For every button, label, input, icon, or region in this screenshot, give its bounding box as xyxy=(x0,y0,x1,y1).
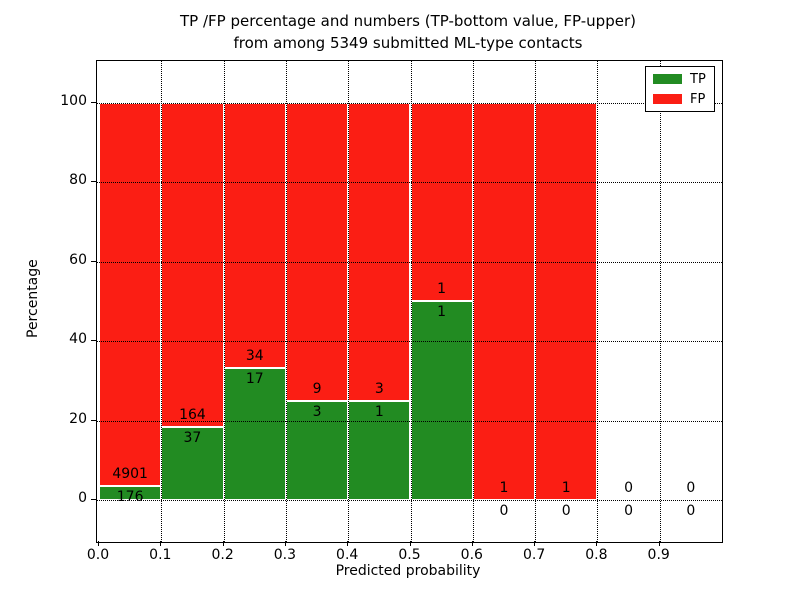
tp-count-label: 176 xyxy=(116,489,144,506)
y-tick-label: 40 xyxy=(69,331,87,347)
plot-area: 4901 176 164 37 34 17 9 3 3 1 1 1 1 0 1 0 0 0 0 0 xyxy=(96,60,723,543)
legend-label-fp: FP xyxy=(690,91,706,107)
tp-bar xyxy=(285,400,349,500)
y-tick-label: 100 xyxy=(60,92,87,109)
x-tick-label: 0.8 xyxy=(585,547,608,563)
tp-bar xyxy=(410,301,473,500)
tp-count-label: 0 xyxy=(561,503,571,519)
fp-bar xyxy=(472,102,536,500)
fp-count-label: 3 xyxy=(374,380,384,397)
horizontal-gridline xyxy=(97,420,722,422)
horizontal-gridline xyxy=(97,341,722,342)
y-tick xyxy=(91,340,96,341)
vertical-gridline xyxy=(472,61,474,542)
vertical-gridline xyxy=(410,61,412,542)
y-axis-label: Percentage xyxy=(25,259,41,338)
y-tick xyxy=(91,181,96,182)
fp-count-label: 0 xyxy=(686,480,696,496)
x-tick-label: 0.3 xyxy=(273,547,297,563)
x-tick xyxy=(409,541,411,546)
x-tick-label: 0.2 xyxy=(211,547,234,563)
fp-count-label: 164 xyxy=(179,406,206,423)
fp-bar xyxy=(410,102,473,302)
y-tick xyxy=(91,101,96,103)
fp-bar xyxy=(348,102,411,401)
tp-count-label: 37 xyxy=(183,429,202,446)
tp-count-label: 1 xyxy=(437,304,447,321)
fp-count-label: 0 xyxy=(624,480,634,496)
y-tick xyxy=(91,499,96,500)
tp-bar xyxy=(99,486,162,500)
y-tick-label: 0 xyxy=(78,490,87,506)
vertical-gridline xyxy=(659,61,661,542)
x-tick xyxy=(98,541,99,546)
fp-bar xyxy=(285,102,349,401)
tp-count-label: 0 xyxy=(499,503,509,519)
legend-label-tp: TP xyxy=(690,71,706,87)
x-tick xyxy=(160,541,162,546)
vertical-gridline xyxy=(597,61,599,542)
chart-title-line2: from among 5349 submitted ML-type contac… xyxy=(233,34,583,52)
x-tick xyxy=(347,541,349,546)
fp-bar xyxy=(535,102,598,500)
x-tick xyxy=(222,541,224,546)
fp-bar xyxy=(161,102,224,427)
y-tick xyxy=(91,419,96,421)
legend: TP FP xyxy=(645,66,715,112)
x-tick xyxy=(284,541,286,546)
x-tick-label: 0.0 xyxy=(86,547,110,563)
fp-bar xyxy=(223,102,286,368)
x-tick-label: 0.5 xyxy=(398,547,421,563)
y-tick-label: 20 xyxy=(69,410,87,427)
horizontal-gridline xyxy=(97,500,722,501)
vertical-gridline xyxy=(348,61,350,542)
tp-bar xyxy=(161,426,224,500)
vertical-gridline xyxy=(161,61,163,542)
fp-legend-swatch-icon xyxy=(653,94,682,104)
fp-count-label: 1 xyxy=(437,281,447,298)
x-tick-label: 0.7 xyxy=(522,547,546,563)
tp-bar xyxy=(223,367,286,500)
horizontal-gridline xyxy=(97,261,722,263)
vertical-gridline xyxy=(223,61,225,542)
y-tick xyxy=(91,260,96,262)
tp-count-label: 3 xyxy=(312,403,322,420)
horizontal-gridline xyxy=(97,102,722,104)
x-tick xyxy=(596,541,598,546)
x-tick-label: 0.4 xyxy=(336,547,359,563)
vertical-gridline xyxy=(535,61,537,542)
horizontal-gridline xyxy=(97,182,722,183)
tp-count-label: 17 xyxy=(245,370,264,387)
y-tick-label: 60 xyxy=(69,251,87,268)
x-tick-label: 0.1 xyxy=(149,547,172,563)
fp-bar xyxy=(99,102,162,487)
y-tick-label: 80 xyxy=(69,172,87,188)
fp-count-label: 1 xyxy=(561,480,571,496)
x-tick-label: 0.9 xyxy=(647,547,670,563)
vertical-gridline xyxy=(285,61,287,542)
tp-count-label: 0 xyxy=(624,503,634,519)
tp-legend-swatch-icon xyxy=(653,74,682,84)
tp-count-label: 1 xyxy=(374,403,384,420)
x-tick-label: 0.6 xyxy=(460,547,483,563)
fp-count-label: 9 xyxy=(312,380,322,397)
chart-title-line1: TP /FP percentage and numbers (TP-bottom… xyxy=(180,12,636,30)
fp-count-label: 4901 xyxy=(112,466,148,483)
x-tick xyxy=(471,541,473,546)
fp-count-label: 1 xyxy=(499,480,509,496)
x-tick xyxy=(658,541,660,546)
fp-count-label: 34 xyxy=(245,347,264,364)
legend-item-tp: TP xyxy=(653,71,706,87)
x-axis-label: Predicted probability xyxy=(335,563,481,579)
legend-item-fp: FP xyxy=(653,91,706,107)
tp-count-label: 0 xyxy=(686,503,696,519)
x-tick xyxy=(534,541,536,546)
